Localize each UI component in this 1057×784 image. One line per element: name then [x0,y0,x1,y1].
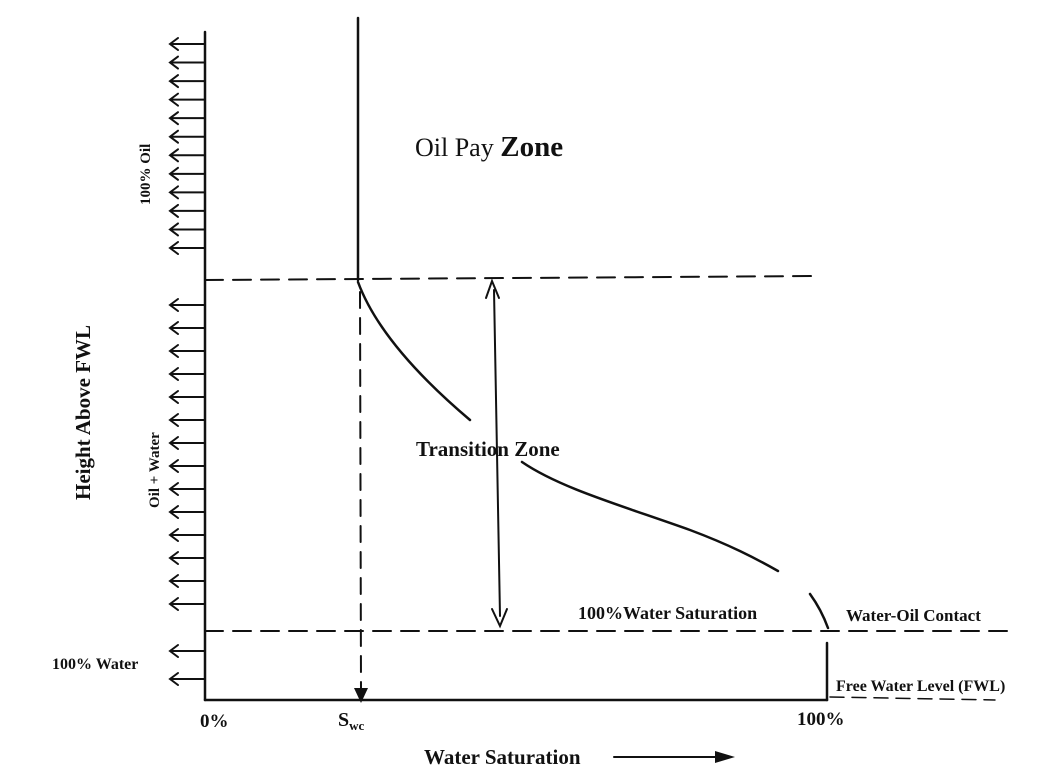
water-side-label: 100% Water [52,656,138,673]
left-arrow-icon [168,74,205,89]
top-transition-dashed-line [204,275,821,281]
left-arrow-icon [168,672,205,686]
left-arrow-icon [168,528,205,542]
left-arrow-icon [168,436,205,450]
fwl-dashed-line [829,696,996,701]
oil-arrows-group [168,37,205,255]
left-arrow-icon [168,413,205,427]
left-arrow-icon [168,111,205,126]
left-arrow-icon [168,203,205,218]
left-arrow-icon [168,390,205,404]
saturation-curve-bottom [808,592,830,630]
left-arrow-icon [168,344,205,358]
left-arrow-icon [168,55,205,70]
oil-side-label: 100% Oil [138,144,154,205]
transition-zone-label: Transition Zone [416,437,560,461]
left-arrow-icon [168,321,205,335]
saturation-curve-lower [520,460,780,573]
left-arrow-icon [168,298,205,312]
left-arrow-icon [168,459,205,473]
left-arrow-icon [168,37,205,51]
left-arrow-icon [168,241,205,255]
saturation-curve-upper [356,280,472,422]
left-arrow-icon [168,644,205,658]
swc-label: Swc [338,709,365,733]
left-arrow-icon [168,166,205,181]
x-tick-hundred: 100% [797,709,845,730]
transition-arrow-top [485,278,500,299]
oil-water-side-label: Oil + Water [147,432,163,508]
x-axis-title: Water Saturation [424,745,581,769]
left-arrow-icon [168,92,205,107]
left-arrow-icon [168,222,205,237]
left-arrow-icon [168,129,205,144]
left-arrow-icon [168,185,205,200]
water-saturation-100-label: 100%Water Saturation [578,603,757,623]
transition-zone-extent-line [493,289,501,617]
left-arrow-icon [168,551,205,565]
left-arrow-icon [168,148,205,163]
free-water-level-label: Free Water Level (FWL) [836,678,1005,695]
left-arrow-icon [168,597,205,611]
oil-water-arrows-group [168,298,205,611]
water-oil-contact-label: Water-Oil Contact [846,606,981,625]
x-tick-zero: 0% [200,711,229,732]
swc-dashed-line [359,291,362,691]
left-arrow-icon [168,367,205,381]
y-axis-title: Height Above FWL [71,325,95,500]
x-axis-title-arrow-head [715,751,735,763]
swc-arrow-head [354,688,368,703]
transition-arrow-bottom [491,608,508,629]
water-arrows-group [168,644,205,686]
oil-pay-zone-label: Oil Pay Zone [415,131,563,163]
left-arrow-icon [168,482,205,496]
left-arrow-icon [168,574,205,588]
left-arrow-icon [168,505,205,519]
